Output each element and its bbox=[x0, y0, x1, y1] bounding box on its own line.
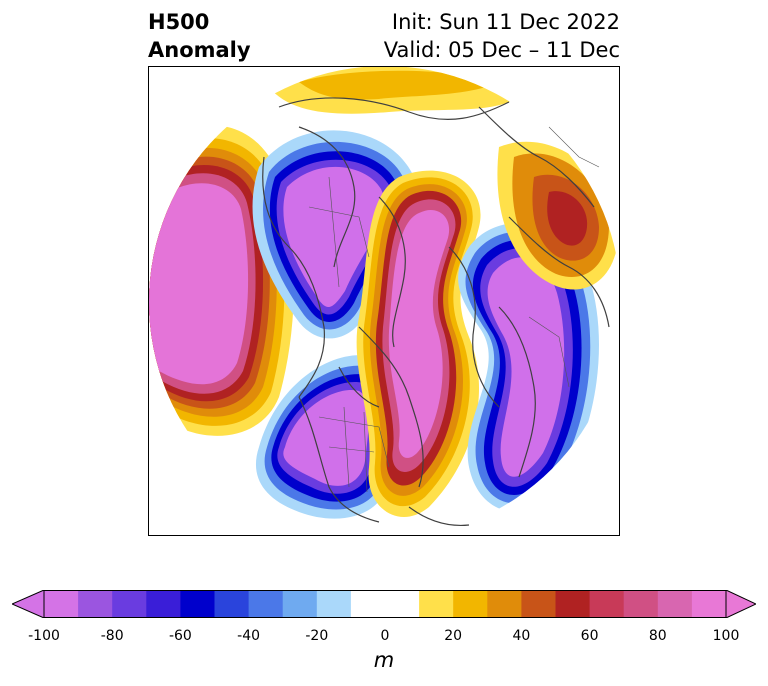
colorbar-tick-label: 100 bbox=[712, 628, 740, 644]
colorbar-outline bbox=[43, 590, 727, 618]
colorbar-swatch bbox=[248, 590, 284, 618]
colorbar-swatch bbox=[691, 590, 727, 618]
colorbar-swatch bbox=[78, 590, 113, 618]
colorbar-swatch bbox=[282, 590, 318, 618]
colorbar-under-arrow bbox=[12, 590, 45, 618]
colorbar-swatch bbox=[487, 590, 522, 618]
title-left: H500 Anomaly bbox=[148, 8, 251, 64]
colorbar-swatch bbox=[589, 590, 625, 618]
anomaly-field bbox=[149, 67, 619, 535]
colorbar-unit-label: m bbox=[373, 648, 395, 672]
title-init-date: Init: Sun 11 Dec 2022 bbox=[391, 10, 620, 34]
title-right: Init: Sun 11 Dec 2022 Valid: 05 Dec – 11… bbox=[384, 8, 620, 64]
political-boundaries bbox=[308, 126, 600, 493]
colorbar-swatch bbox=[385, 590, 420, 618]
colorbar-swatch bbox=[214, 590, 250, 618]
anomaly-map bbox=[148, 66, 620, 536]
colorbar-swatch bbox=[521, 590, 557, 618]
colorbar-tick-label: -60 bbox=[168, 628, 192, 644]
colorbar-swatch bbox=[419, 590, 454, 618]
colorbar-swatch bbox=[657, 590, 693, 618]
ridge-pacific bbox=[149, 124, 294, 436]
colorbar-tick-label: 0 bbox=[380, 628, 390, 644]
colorbar-tick-label: 60 bbox=[580, 628, 599, 644]
colorbar-tick-label: -20 bbox=[305, 628, 329, 644]
colorbar-tick-label: -40 bbox=[237, 628, 261, 644]
title-valid-range: Valid: 05 Dec – 11 Dec bbox=[383, 38, 620, 62]
ridge-central bbox=[356, 170, 481, 518]
colorbar-swatch bbox=[112, 590, 147, 618]
colorbar bbox=[12, 590, 756, 618]
title-field-type: Anomaly bbox=[148, 38, 251, 62]
colorbar-swatch bbox=[44, 590, 79, 618]
title-variable: H500 bbox=[148, 10, 210, 34]
colorbar-swatch bbox=[350, 590, 386, 618]
colorbar-swatch bbox=[316, 590, 352, 618]
colorbar-swatch bbox=[146, 590, 181, 618]
ridge-top bbox=[269, 67, 529, 114]
colorbar-swatch bbox=[180, 590, 216, 618]
colorbar-swatch bbox=[453, 590, 488, 618]
colorbar-swatch bbox=[623, 590, 659, 618]
colorbar-tick-label: 80 bbox=[648, 628, 667, 644]
anomaly-map-svg bbox=[149, 67, 619, 535]
colorbar-swatches bbox=[44, 590, 727, 618]
coastlines bbox=[262, 97, 610, 527]
colorbar-over-arrow bbox=[725, 590, 756, 618]
trough-europe bbox=[458, 223, 599, 512]
colorbar-tick-label: -100 bbox=[28, 628, 60, 644]
colorbar-tick-label: 40 bbox=[512, 628, 531, 644]
colorbar-tick-label: 20 bbox=[444, 628, 463, 644]
colorbar-tick-label: -80 bbox=[100, 628, 124, 644]
colorbar-swatch bbox=[555, 590, 591, 618]
